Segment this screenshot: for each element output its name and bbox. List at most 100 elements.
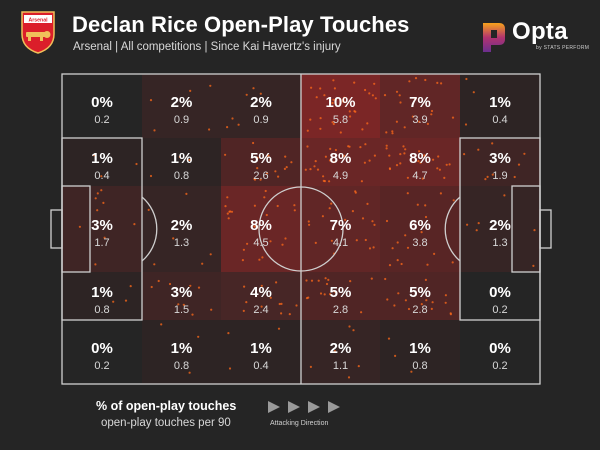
touch-dot (260, 305, 263, 308)
touch-dot (129, 285, 132, 288)
touch-dot (149, 99, 153, 102)
touch-dot (224, 153, 227, 156)
touch-dot (331, 101, 334, 105)
zone-percent-label: 8% (250, 217, 272, 234)
opta-brand-sub: by STATS PERFORM (536, 45, 590, 51)
heatmap-zone (301, 74, 380, 138)
touch-dot (351, 210, 354, 213)
zone-percent-label: 3% (489, 150, 511, 167)
zone-per90-label: 0.4 (253, 360, 268, 372)
touch-dot (464, 123, 468, 126)
touch-dot (399, 153, 402, 156)
touch-dot (353, 81, 356, 84)
touch-dot (417, 160, 420, 163)
touch-dot (342, 100, 345, 103)
touch-dot (533, 229, 536, 232)
touch-dot (210, 308, 213, 311)
zone-percent-label: 1% (409, 340, 431, 357)
touch-dot (386, 298, 389, 301)
touch-dot (227, 217, 230, 220)
touch-dot (103, 236, 106, 239)
touch-dot (153, 129, 156, 132)
touch-dot (387, 337, 391, 340)
zone-per90-label: 1.5 (174, 304, 189, 316)
touch-dot (172, 237, 175, 240)
zone-percent-label: 0% (489, 284, 511, 301)
touch-dot (397, 292, 400, 295)
touch-dot (343, 96, 346, 99)
zone-percent-label: 5% (409, 284, 431, 301)
touch-dot (395, 120, 398, 123)
zone-per90-label: 0.8 (412, 360, 427, 372)
zone-percent-label: 1% (489, 94, 511, 111)
touch-dot (325, 282, 329, 286)
touch-dot (209, 84, 212, 87)
touch-dot (448, 163, 451, 166)
touch-dot (189, 284, 192, 287)
touch-dot (258, 258, 261, 261)
touch-dot (418, 150, 421, 153)
touch-dot (315, 96, 318, 99)
touch-dot (396, 259, 399, 262)
touch-dot (372, 246, 375, 249)
zone-percent-label: 0% (489, 340, 511, 357)
touch-dot (135, 162, 138, 166)
touch-dot (403, 152, 406, 155)
touch-dot (393, 304, 396, 307)
zone-percent-label: 5% (330, 284, 352, 301)
touch-dot (374, 97, 377, 100)
touch-dot (314, 160, 317, 163)
touch-dot (385, 219, 389, 223)
heatmap-zone (301, 186, 380, 272)
touch-dot (425, 299, 428, 302)
touch-dot (150, 285, 153, 289)
touch-dot (293, 209, 296, 212)
touch-dot (419, 161, 422, 164)
touch-dot (333, 350, 336, 353)
zone-per90-label: 0.9 (253, 114, 268, 126)
zone-per90-label: 0.9 (174, 114, 189, 126)
touch-dot (406, 192, 409, 195)
touch-dot (355, 239, 358, 242)
touch-dot (332, 161, 335, 164)
touch-dot (430, 307, 433, 310)
touch-dot (306, 145, 309, 148)
heatmap-zone (301, 320, 380, 384)
touch-dot (349, 115, 352, 118)
touch-dot (436, 81, 439, 84)
touch-dot (420, 303, 423, 306)
touch-dot (245, 301, 248, 304)
zone-per90-label: 1.9 (492, 170, 507, 182)
touch-dot (395, 164, 399, 167)
heatmap-zone (221, 186, 301, 272)
touch-dot (188, 371, 191, 374)
touch-dot (354, 191, 357, 194)
heatmap-zone (142, 320, 221, 384)
touch-dot (385, 147, 388, 150)
touch-dot (513, 175, 516, 179)
touch-dot (323, 94, 326, 97)
touch-dot (364, 143, 367, 146)
touch-dot (371, 220, 374, 223)
touch-dot (171, 104, 174, 108)
touch-dot (197, 286, 201, 289)
touch-dot (124, 299, 128, 302)
zone-per90-label: 1.1 (333, 360, 348, 372)
touch-dot (307, 220, 310, 223)
heatmap-zone (460, 74, 540, 138)
legend-percent-label: % of open-play touches (96, 399, 237, 413)
zone-per90-label: 0.2 (492, 360, 507, 372)
touch-dot (310, 279, 314, 282)
touch-dot (385, 144, 388, 147)
touch-dot (440, 82, 443, 85)
touch-dot (366, 122, 369, 125)
touch-dot (444, 301, 447, 304)
touch-dot (322, 175, 325, 178)
zone-per90-label: 4.7 (412, 170, 427, 182)
touch-dot (327, 278, 330, 281)
goal-right (539, 209, 552, 249)
heatmap-zone (62, 186, 142, 272)
touch-dot (484, 178, 487, 181)
touch-dot (227, 332, 230, 335)
touch-dot (280, 312, 283, 315)
